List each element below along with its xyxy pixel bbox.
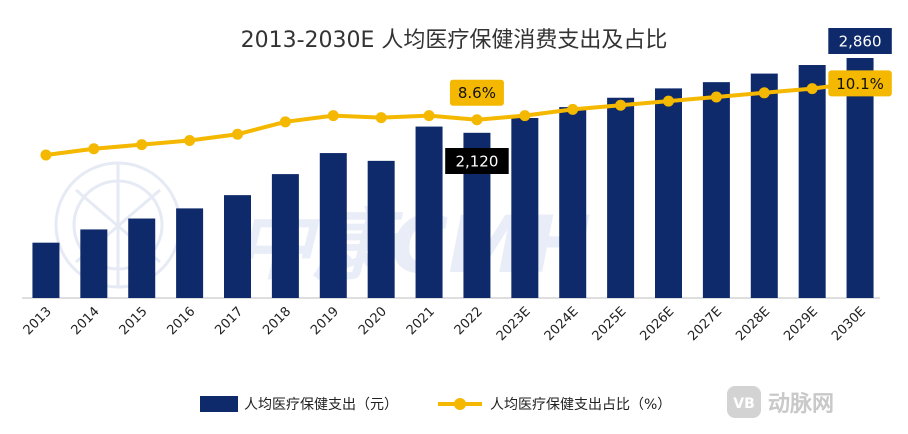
bar-2029E (798, 65, 826, 298)
data-label: 2,120 (455, 153, 498, 171)
brand-logo-letters: VB (733, 396, 755, 412)
line-point-2023E (519, 110, 531, 122)
x-tick-label: 2027E (685, 304, 725, 344)
line-point-2026E (663, 95, 674, 107)
x-tick-label: 2028E (733, 304, 773, 344)
brand-logo-icon (727, 386, 761, 418)
chart-title: 2013-2030E 人均医疗保健消费支出及占比 (241, 28, 668, 53)
data-labels: 2,120 2,860 8.6% 10.1% (445, 28, 892, 174)
watermark-logo-icon (54, 161, 182, 289)
line-point-2013 (40, 149, 52, 161)
data-label-box (445, 148, 509, 174)
line-point-2025E (615, 99, 627, 111)
bar-2021 (415, 126, 443, 298)
x-tick-label: 2025E (590, 304, 630, 344)
bar-2019 (319, 153, 347, 298)
bar-2025E (607, 97, 635, 298)
line-point-2019 (327, 110, 339, 122)
data-label-box (828, 28, 892, 54)
x-tick-label: 2015 (117, 304, 151, 338)
line-point-2015 (136, 139, 148, 151)
line-point-2028E (758, 87, 770, 99)
line-point-2020 (375, 112, 387, 124)
bar-2016 (176, 208, 204, 298)
x-tick-label: 2029E (781, 304, 821, 344)
x-tick-label: 2024E (542, 304, 582, 344)
data-label-box (828, 70, 892, 97)
x-tick-label: 2016 (164, 304, 198, 338)
x-tick-label: 2014 (69, 304, 103, 338)
bar-2023E (511, 118, 539, 298)
bar-2027E (702, 82, 730, 298)
x-tick-label: 2018 (260, 304, 294, 338)
line-point-2022 (471, 114, 483, 126)
legend-label-line: 人均医疗保健支出占比（%） (490, 397, 671, 413)
data-label: 2,860 (839, 33, 882, 51)
bar-2014 (80, 229, 108, 298)
x-tick-label: 2023E (494, 304, 534, 344)
line-point-2014 (88, 143, 100, 155)
brand-logo: VB 动脉网 (727, 386, 834, 418)
bar-2026E (655, 88, 682, 298)
bar-2028E (750, 73, 778, 299)
data-label: 8.6% (458, 84, 496, 102)
line-series (40, 76, 866, 161)
x-tick-label: 2013 (21, 304, 55, 338)
data-label: 10.1% (836, 75, 884, 93)
x-tick-label: 2021 (404, 304, 438, 338)
bar-2018 (271, 174, 299, 298)
bar-2024E (559, 107, 587, 298)
x-tick-label: 2020 (356, 304, 390, 338)
x-tick-labels: 2013 2014 2015 2016 2017 2018 2019 2020 2021 2022… (21, 304, 869, 344)
x-tick-label: 2030E (829, 304, 869, 344)
bar-2013 (32, 242, 60, 298)
legend: 人均医疗保健支出（元） 人均医疗保健支出占比（%） (200, 396, 671, 413)
x-tick-label: 2019 (308, 304, 342, 338)
x-tick-label: 2022 (452, 304, 486, 338)
line-point-2021 (423, 110, 435, 122)
x-tick-label: 2017 (212, 304, 246, 338)
bar-2015 (128, 218, 156, 298)
line-point-2016 (184, 134, 196, 146)
line-path (45, 80, 861, 157)
bar-2030E (846, 58, 874, 298)
legend-label-bar: 人均医疗保健支出（元） (244, 397, 398, 413)
line-point-2018 (279, 116, 291, 128)
bar-2017 (224, 195, 251, 298)
legend-swatch-line-marker (454, 398, 466, 410)
line-point-2027E (710, 91, 722, 103)
brand-name: 动脉网 (768, 392, 834, 417)
data-label-box (449, 79, 504, 106)
legend-swatch-bar (200, 396, 238, 412)
line-point-2024E (567, 103, 579, 115)
line-point-2029E (806, 83, 818, 95)
x-tick-label: 2026E (638, 304, 678, 344)
line-point-2017 (232, 128, 243, 140)
bar-2020 (367, 160, 395, 298)
